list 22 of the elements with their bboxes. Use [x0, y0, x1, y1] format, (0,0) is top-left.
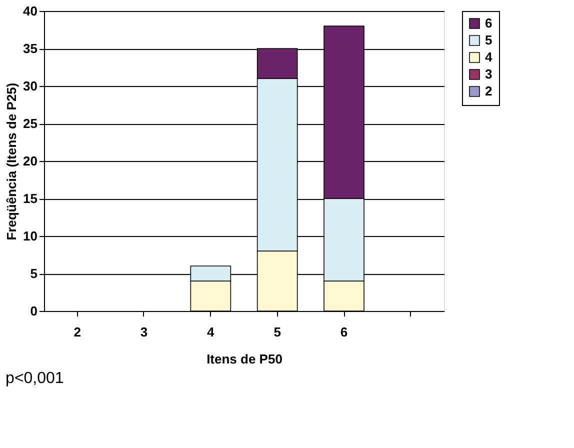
y-tick-label: 40	[23, 4, 38, 18]
y-tick-label: 35	[23, 41, 38, 56]
y-tick-label: 30	[23, 78, 38, 94]
y-tick-label: 15	[23, 191, 38, 206]
x-tick-label: 4	[207, 324, 216, 340]
legend-label: 3	[485, 66, 492, 82]
legend-label: 2	[485, 84, 492, 98]
legend-label: 5	[485, 32, 492, 48]
x-tick-label: 6	[340, 324, 348, 340]
y-tick-label: 25	[23, 116, 38, 131]
y-tick-label: 5	[30, 266, 38, 281]
text: p<0,001	[6, 370, 64, 387]
x-tick-label: 5	[274, 324, 281, 340]
y-tick-label: 20	[23, 154, 38, 168]
y-tick-label: 10	[23, 228, 38, 244]
y-tick-label: 0	[30, 304, 38, 318]
legend-label: 6	[485, 16, 492, 30]
x-axis-title: Itens de P50	[206, 352, 282, 366]
y-axis-title: Freqüência (Itens de P25)	[4, 82, 20, 240]
x-tick-label: 3	[140, 324, 148, 340]
legend-label: 4	[485, 50, 493, 64]
x-tick-label: 2	[74, 324, 81, 340]
